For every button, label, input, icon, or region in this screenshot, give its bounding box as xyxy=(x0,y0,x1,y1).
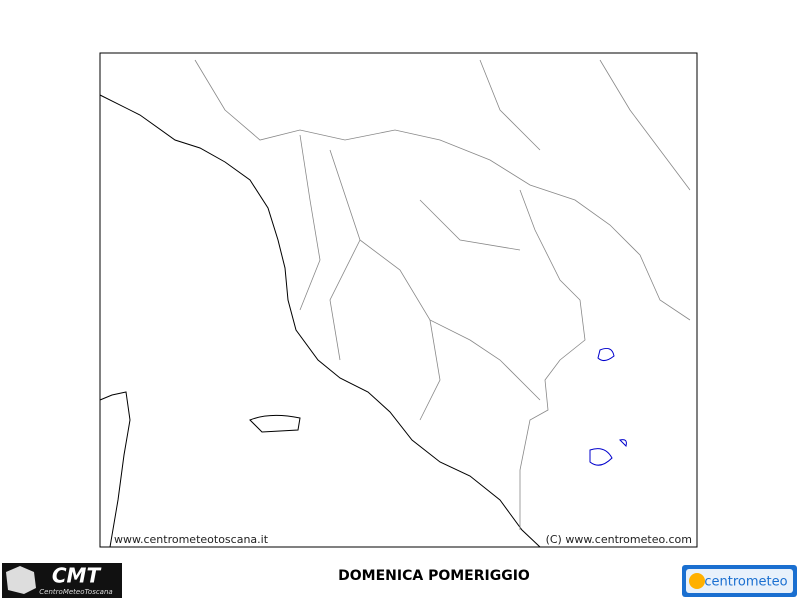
geography xyxy=(100,60,690,547)
corsica-coast xyxy=(100,392,130,547)
logo-cmt-sub: CentroMeteoToscana xyxy=(39,588,112,596)
map-frame xyxy=(99,52,698,548)
logo-cmt: CMT CentroMeteoToscana xyxy=(2,563,122,598)
elba xyxy=(250,415,300,432)
map-title: DOMENICA POMERIGGIO xyxy=(338,568,530,584)
lake-bolsena xyxy=(598,348,614,360)
logo-cm-inner xyxy=(686,569,793,593)
logo-cmt-text: CMT xyxy=(52,564,102,588)
logo-cm-sun xyxy=(689,573,705,589)
credit-right: (C) www.centrometeo.com xyxy=(546,533,692,546)
lakes xyxy=(590,440,626,466)
logo-cm-text: centrometeo xyxy=(704,575,787,590)
borders xyxy=(195,60,690,530)
coastline xyxy=(100,95,540,547)
credit-left: www.centrometeotoscana.it xyxy=(114,533,269,546)
logo-centrometeo: centrometeo xyxy=(682,565,797,597)
logo-cmt-shape xyxy=(6,566,36,594)
